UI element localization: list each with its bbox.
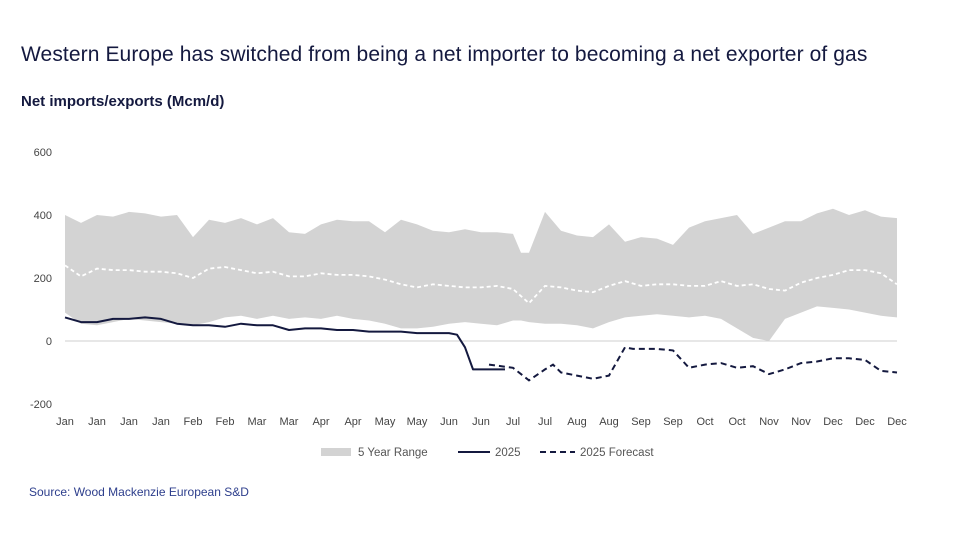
five-year-average-layer	[64, 264, 898, 305]
x-tick-label: Oct	[728, 416, 745, 428]
x-tick-label: May	[375, 416, 396, 428]
x-tick-label: Sep	[631, 416, 651, 428]
x-tick-label: Dec	[823, 416, 843, 428]
x-tick-label: Sep	[663, 416, 683, 428]
y-tick-label: -200	[30, 399, 52, 411]
x-axis-ticks: Jan Jan Jan Jan Feb Feb Mar Mar Apr Apr May May Jun J…	[56, 416, 907, 428]
five-year-average-line	[64, 264, 898, 305]
x-tick-label: Dec	[887, 416, 907, 428]
five-year-range-band	[65, 208, 897, 341]
y-tick-label: 200	[34, 273, 52, 285]
legend-label-range: 5 Year Range	[358, 447, 428, 459]
y-axis-ticks: -200 0 200 400 600	[30, 147, 52, 411]
y-tick-label: 400	[34, 210, 52, 222]
y-tick-label: 600	[34, 147, 52, 159]
legend-swatch-range	[321, 448, 351, 456]
x-tick-label: Jan	[120, 416, 138, 428]
x-tick-label: Feb	[184, 416, 203, 428]
series-2025-forecast-line	[488, 346, 898, 382]
x-tick-label: Dec	[855, 416, 875, 428]
legend-label-2025: 2025	[495, 447, 521, 459]
x-tick-label: Jul	[506, 416, 520, 428]
x-tick-label: Aug	[567, 416, 587, 428]
source-note: Source: Wood Mackenzie European S&D	[29, 485, 249, 499]
x-tick-label: Jan	[56, 416, 74, 428]
x-tick-label: Mar	[280, 416, 299, 428]
x-tick-label: Oct	[696, 416, 713, 428]
chart-subtitle: Net imports/exports (Mcm/d)	[21, 93, 225, 110]
x-tick-label: Nov	[759, 416, 779, 428]
x-tick-label: May	[407, 416, 428, 428]
series-2025-forecast-layer	[488, 346, 898, 382]
x-tick-label: Mar	[248, 416, 267, 428]
x-tick-label: Jun	[440, 416, 458, 428]
x-tick-label: Jun	[472, 416, 490, 428]
x-tick-label: Apr	[344, 416, 361, 428]
five-year-range-layer	[65, 208, 897, 341]
x-tick-label: Aug	[599, 416, 619, 428]
x-tick-label: Apr	[312, 416, 329, 428]
x-tick-label: Nov	[791, 416, 811, 428]
legend: 5 Year Range 2025 2025 Forecast	[321, 447, 654, 459]
legend-label-2025-forecast: 2025 Forecast	[580, 447, 654, 459]
x-tick-label: Feb	[216, 416, 235, 428]
y-tick-label: 0	[46, 336, 52, 348]
x-tick-label: Jan	[88, 416, 106, 428]
x-tick-label: Jul	[538, 416, 552, 428]
chart-title: Western Europe has switched from being a…	[21, 43, 868, 66]
series-2025-layer	[64, 316, 505, 371]
series-2025-line	[64, 316, 505, 371]
x-tick-label: Jan	[152, 416, 170, 428]
